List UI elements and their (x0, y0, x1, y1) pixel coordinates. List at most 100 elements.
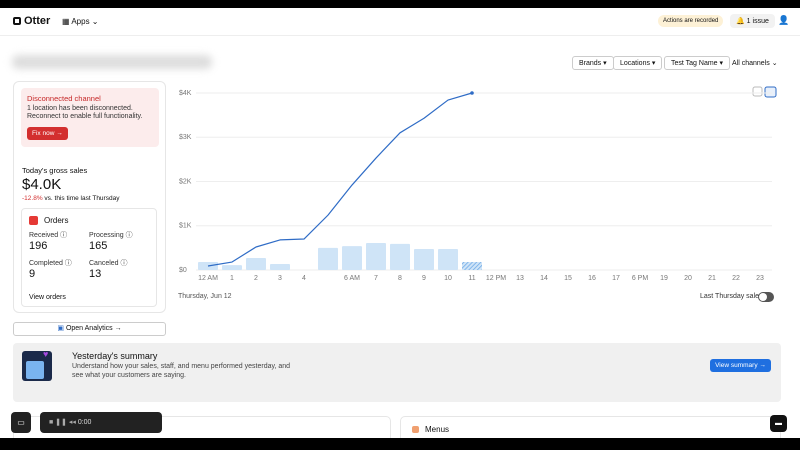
orders-title: Orders (44, 216, 69, 225)
line-view-icon[interactable] (764, 86, 777, 98)
end-point (470, 91, 474, 95)
bar (318, 247, 338, 270)
x-tick-label: 12 PM (486, 275, 506, 282)
menus-title: Menus (425, 425, 450, 434)
label: Received (29, 232, 59, 239)
bar (438, 248, 458, 270)
change-value: -12.8% (22, 195, 43, 202)
x-tick-label: 13 (516, 275, 524, 282)
apps-menu[interactable]: ▦ Apps ⌄ (62, 17, 99, 26)
fix-button[interactable]: Fix now → (27, 127, 68, 140)
x-tick-label: 23 (756, 275, 764, 282)
y-tick-label: $3K (179, 134, 192, 141)
order-value: 9 (29, 268, 36, 280)
line (207, 92, 473, 267)
x-tick-label: 2 (254, 275, 258, 282)
order-label: Canceled ⓘ (89, 260, 128, 267)
bar (366, 243, 386, 270)
fix-label: Fix now (32, 130, 55, 137)
bar (246, 258, 266, 270)
bar (198, 262, 218, 270)
view-orders[interactable]: View orders (29, 294, 66, 301)
y-tick-label: $2K (179, 178, 192, 185)
sales-card: Disconnected channel 1 location has been… (13, 81, 166, 313)
orders-icon (29, 216, 38, 225)
order-value: 13 (89, 268, 102, 280)
bar (270, 264, 290, 270)
toggle-label: Last Thursday sales (700, 293, 763, 300)
order-value: 165 (89, 240, 108, 252)
view-summary-button[interactable]: View summary → (710, 359, 771, 372)
camera-button[interactable]: ▭ (11, 412, 31, 433)
x-tick-label: 14 (540, 275, 548, 282)
bar (462, 262, 482, 270)
x-tick-label: 10 (444, 275, 452, 282)
issue-button[interactable]: 🔔 1 issue (730, 14, 775, 28)
x-tick-label: 12 AM (198, 275, 218, 282)
bar (390, 243, 410, 270)
sales-label: Today's gross sales (22, 166, 88, 175)
alert-text: Reconnect to enable full functionality. (27, 113, 143, 120)
icon: ▣ (57, 325, 64, 332)
alert-title: Disconnected channel (27, 94, 101, 103)
x-tick-label: 1 (230, 275, 234, 282)
summary-banner: ♥ Yesterday's summary Understand how you… (13, 343, 781, 402)
summary-text: Understand how your sales, staff, and me… (72, 363, 291, 370)
label: Completed (29, 260, 63, 267)
summary-title: Yesterday's summary (72, 351, 158, 361)
logo-icon (13, 17, 21, 25)
x-tick-label: 21 (708, 275, 716, 282)
bar (222, 265, 242, 270)
logo: Otter (24, 15, 51, 27)
order-label: Completed ⓘ (29, 260, 72, 267)
x-tick-label: 22 (732, 275, 740, 282)
order-label: Received ⓘ (29, 232, 68, 239)
summary-illustration: ♥ (22, 349, 52, 381)
filter[interactable]: Test Tag Name ▾ (664, 56, 731, 70)
change-text: vs. this time last Thursday (44, 195, 120, 202)
x-tick-label: 20 (684, 275, 692, 282)
header: Otter ▦ Apps ⌄ Actions are recorded 🔔 1 … (0, 8, 800, 36)
menus-icon (412, 426, 419, 433)
label: Canceled (89, 260, 119, 267)
alert: Disconnected channel 1 location has been… (21, 88, 159, 147)
button-label: View summary (715, 362, 758, 369)
recorder-toolbar: ■ ❚❚ ◂◂ 0:00 (40, 412, 162, 433)
recorder-time: 0:00 (77, 419, 92, 426)
filter-label: Locations (620, 60, 650, 67)
top-bar (0, 0, 800, 8)
order-label: Processing ⓘ (89, 232, 133, 239)
x-tick-label: 16 (588, 275, 596, 282)
y-tick-label: $0 (179, 267, 187, 274)
filter[interactable]: Locations ▾ (613, 56, 663, 70)
y-tick-label: $4K (179, 90, 192, 97)
apps-label: Apps (71, 17, 90, 26)
alert-text: 1 location has been disconnected. (27, 105, 133, 112)
x-tick-label: 9 (422, 275, 426, 282)
blurred-greeting (12, 55, 212, 69)
filter[interactable]: All channels ⌄ (732, 60, 778, 67)
recorded-pill: Actions are recorded (658, 15, 724, 27)
filter-label: Test Tag Name (671, 60, 718, 67)
analytics-button[interactable]: ▣ Open Analytics → (13, 322, 166, 336)
orders: Orders Received ⓘ 196 Processing ⓘ 165 C… (21, 208, 157, 307)
toggle[interactable] (758, 292, 774, 302)
chat-button[interactable]: ▬ (770, 415, 787, 432)
analytics-label: Open Analytics (65, 325, 113, 332)
user-icon[interactable]: 👤 (778, 15, 790, 25)
illustration-part (26, 361, 44, 379)
sales-value: $4.0K (22, 176, 62, 193)
x-tick-label: 6 AM (344, 275, 360, 282)
summary-text: see what your customers are saying. (72, 372, 186, 379)
bar (414, 248, 434, 270)
toggle-knob (759, 293, 767, 301)
x-tick-label: 7 (374, 275, 378, 282)
bar-view-icon[interactable] (752, 86, 763, 97)
x-tick-label: 4 (302, 275, 306, 282)
bottom-bar (0, 438, 800, 450)
bar (342, 246, 362, 270)
x-tick-label: 8 (398, 275, 402, 282)
chart-date: Thursday, Jun 12 (178, 293, 232, 300)
